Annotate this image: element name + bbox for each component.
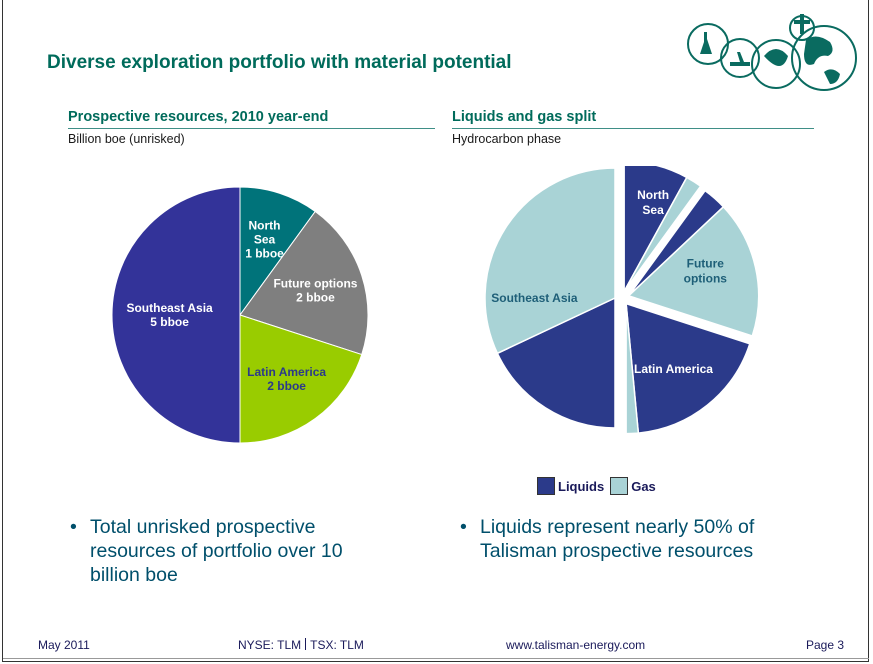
liquids-gas-pie-chart: North Sea Future options Latin America Southe… [484,166,760,435]
pie-label-future-options: Future options 2 bboe [273,276,357,304]
pie-slice-latin-america-gas [625,303,640,435]
chart-legend: Liquids Gas [537,477,656,495]
slide-title: Diverse exploration portfolio with mater… [47,52,512,73]
pie-region-north-sea: North Sea [623,166,702,292]
pie-slice-latin-america-liquids [625,302,751,434]
footer-rule [3,658,869,659]
pie-label-southeast-asia: Southeast Asia [491,291,578,305]
pie-slice-future-options-gas [627,205,760,337]
footer-tickers: NYSE: TLM TSX: TLM [238,638,364,652]
pie-slice-southeast-asia [111,186,241,444]
left-title-rule [68,128,435,129]
legend-swatch-liquids [537,477,555,495]
pie-slice-southeast-asia-gas [484,167,616,355]
pie-label-southeast-asia: Southeast Asia 5 bboe [126,301,213,329]
legend-label-liquids: Liquids [558,478,605,494]
footer-website[interactable]: www.talisman-energy.com [506,638,646,652]
legend-label-gas: Gas [631,478,656,494]
left-chart-title: Prospective resources, 2010 year-end [68,109,329,125]
left-chart-subtitle: Billion boe (unrisked) [68,132,185,146]
pie-label-future-options: Future options [684,256,728,285]
pie-label-north-sea: North Sea 1 bboe [245,219,284,261]
bullet-text-right: Liquids represent nearly 50% of Talisman… [480,516,755,562]
legend-swatch-gas [610,477,629,495]
footer-date: May 2011 [38,638,90,652]
right-chart-title: Liquids and gas split [452,109,597,125]
bullet-dot-left: • [70,516,77,538]
pie-label-north-sea: North Sea [637,188,669,217]
pie-slice-southeast-asia-liquids [496,296,616,429]
pie-region-latin-america: Latin America [625,302,751,435]
pie-label-latin-america: Latin America [634,362,713,376]
right-chart-subtitle: Hydrocarbon phase [452,132,562,146]
bullet-dot-right: • [460,516,467,538]
footer-ticker-nyse: NYSE: TLM [238,638,302,652]
resources-pie-chart: North Sea 1 bboe Future options 2 bboe Latin … [111,186,369,444]
bullet-text-left: Total unrisked prospective resources of … [90,516,343,586]
right-title-rule [452,128,814,129]
pie-slice-latin-america [239,314,363,444]
footer-ticker-tsx: TSX: TLM [310,638,364,652]
bullet-right: • Liquids represent nearly 50% of Talism… [460,515,800,563]
pie-region-southeast-asia: Southeast Asia [484,167,616,429]
pie-label-latin-america: Latin America 2 bboe [247,365,326,393]
pie-slice-north-sea-gas [623,176,702,292]
talisman-globe-logo-icon [687,14,857,91]
pie-slice-north-sea [239,186,316,317]
pie-slice-future-options [239,210,369,356]
footer-page-number: Page 3 [806,638,845,652]
bullet-left: • Total unrisked prospective resources o… [70,515,370,587]
pie-region-future-options: Future options [627,189,760,337]
